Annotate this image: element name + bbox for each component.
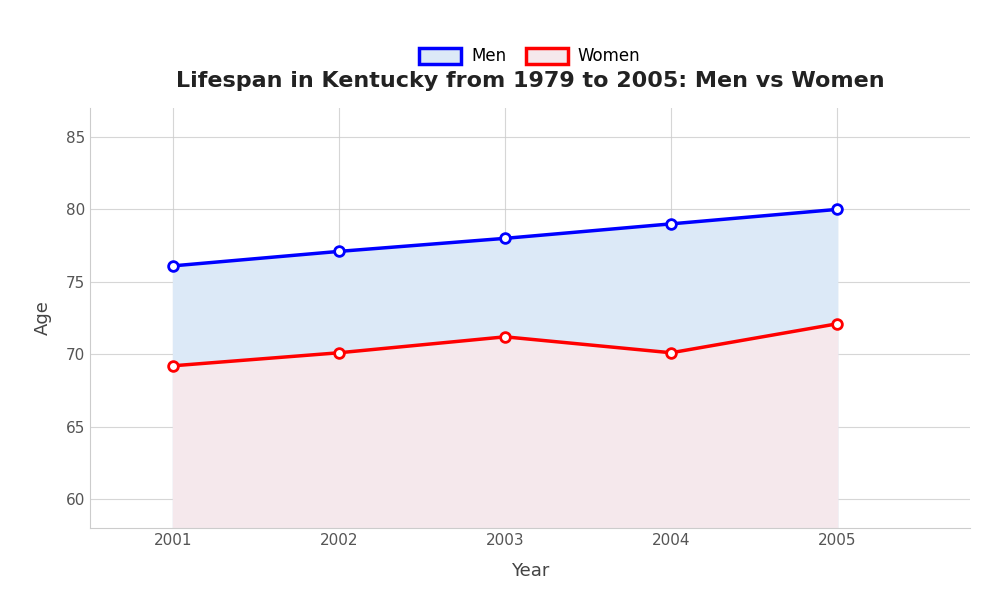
X-axis label: Year: Year bbox=[511, 562, 549, 580]
Y-axis label: Age: Age bbox=[34, 301, 52, 335]
Legend: Men, Women: Men, Women bbox=[413, 41, 647, 72]
Title: Lifespan in Kentucky from 1979 to 2005: Men vs Women: Lifespan in Kentucky from 1979 to 2005: … bbox=[176, 71, 884, 91]
